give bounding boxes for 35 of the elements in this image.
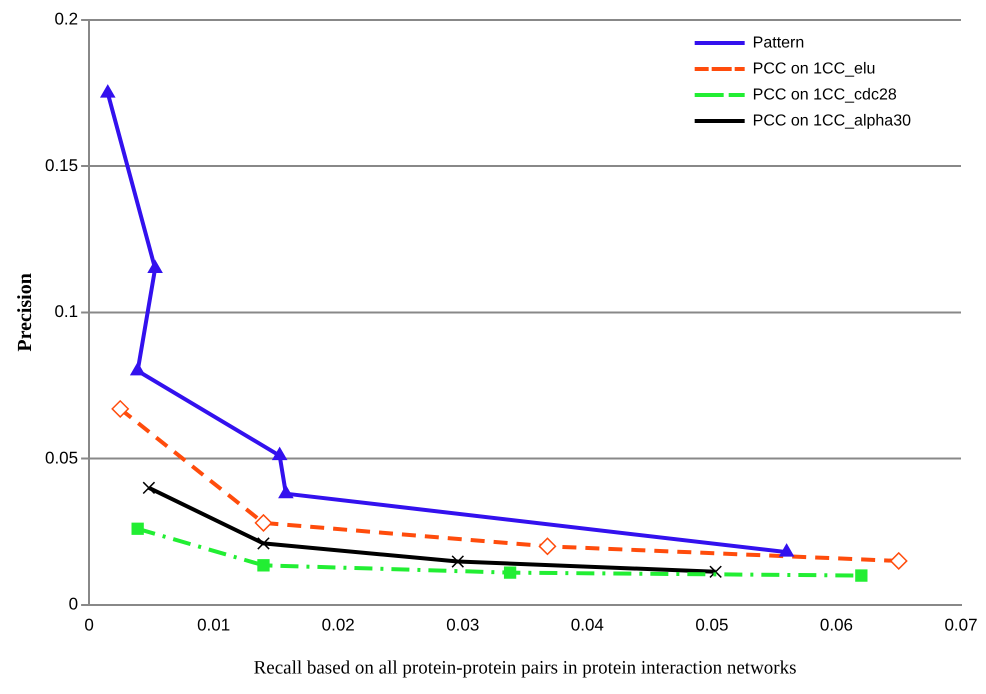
- legend-label: Pattern: [752, 34, 804, 52]
- point: [538, 538, 556, 556]
- point: [855, 569, 868, 582]
- x-tick-label: 0.02: [322, 616, 355, 635]
- point: [132, 522, 144, 535]
- y-tick-label: 0.05: [44, 448, 78, 468]
- point: [142, 481, 156, 494]
- point: [257, 559, 270, 572]
- point: [130, 362, 146, 376]
- legend-label: PCC on 1CC_elu: [752, 60, 876, 78]
- x-axis-title: Recall based on all protein-protein pairs in protein interaction networks: [254, 658, 797, 679]
- point: [111, 400, 129, 418]
- y-axis-title: Precision: [14, 273, 36, 352]
- point: [709, 565, 722, 578]
- x-tick-label: 0.05: [695, 616, 728, 635]
- point: [451, 555, 464, 568]
- y-tick-label: 0.2: [54, 10, 78, 29]
- point: [254, 514, 272, 532]
- point: [100, 84, 116, 98]
- x-tick-label: 0.04: [570, 616, 604, 635]
- legend-label: PCC on 1CC_alpha30: [752, 112, 912, 130]
- y-tick-label: 0.1: [54, 302, 78, 322]
- point: [890, 552, 908, 570]
- x-tick-label: 0.06: [820, 616, 853, 635]
- y-tick-label: 0.15: [44, 156, 78, 175]
- x-tick-label: 0.03: [446, 616, 480, 635]
- x-tick-label: 0.01: [197, 616, 230, 635]
- legend-label: PCC on 1CC_cdc28: [752, 86, 897, 104]
- point: [272, 447, 288, 460]
- point: [257, 536, 270, 550]
- point: [504, 566, 516, 579]
- x-tick-label: 0.07: [944, 616, 978, 635]
- point: [148, 260, 163, 274]
- x-tick-label: 0: [84, 616, 94, 635]
- y-tick-label: 0: [68, 594, 78, 614]
